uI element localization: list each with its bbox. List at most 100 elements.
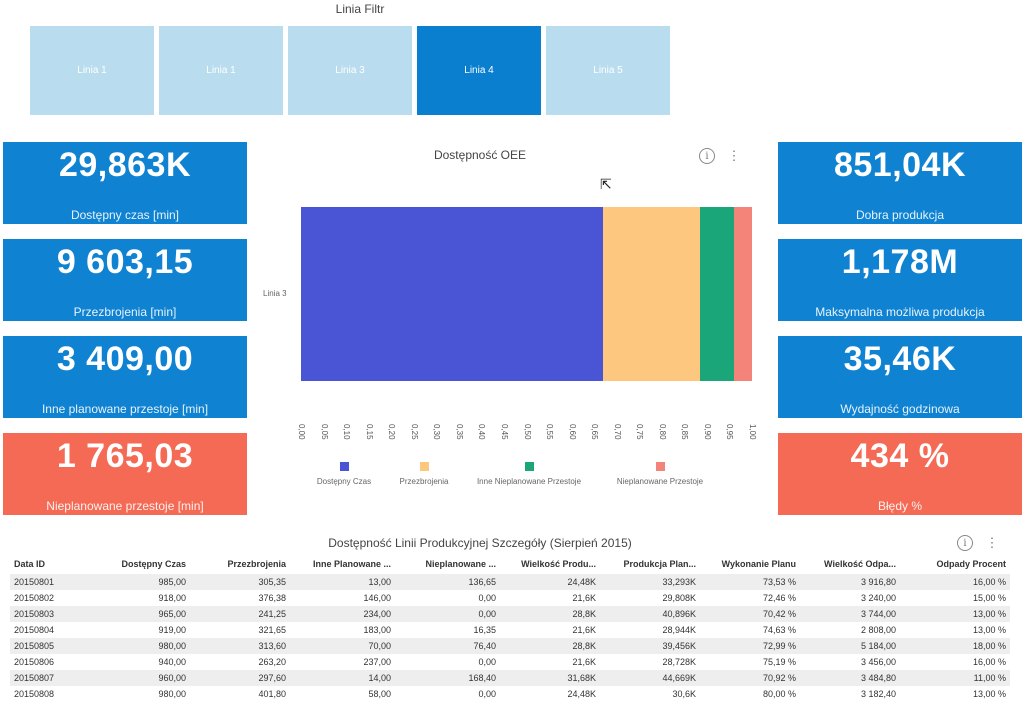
table-cell: 20150801 [14, 577, 55, 587]
legend-label: Przezbrojenia [399, 477, 449, 486]
kpi-card-inne-planowane[interactable]: 3 409,00 Inne planowane przestoje [min] [3, 336, 247, 418]
table-cell: 75,19 % [762, 657, 796, 667]
table-header-row: Data ID Dostępny Czas Przezbrojenia Inne Pl… [10, 554, 1010, 574]
x-tick-label: 0,80 [657, 424, 667, 440]
table-cell: 28,8K [572, 641, 596, 651]
chart-bar-segment[interactable] [603, 207, 701, 381]
filter-tile-linia-4[interactable]: Linia 4 [417, 26, 541, 115]
table-row[interactable]: 20150801 985,00 305,35 13,00 136,65 24,48K 33,… [10, 574, 1010, 590]
table-row[interactable]: 20150804 919,00 321,65 183,00 16,35 21,6K 28,9… [10, 622, 1010, 638]
table-cell: 11,00 % [973, 673, 1006, 683]
info-icon[interactable]: i [957, 535, 973, 551]
kpi-card-przezbrojenia[interactable]: 9 603,15 Przezbrojenia [min] [3, 239, 247, 321]
kpi-value: 434 % [850, 437, 950, 475]
filter-tile-label: Linia 1 [77, 65, 107, 76]
x-tick-label: 0,90 [702, 424, 712, 440]
filter-tile-linia-5[interactable]: Linia 5 [546, 26, 670, 115]
kpi-value: 29,863K [58, 146, 192, 184]
table-cell: 15,00 % [972, 593, 1006, 603]
table-row[interactable]: 20150805 980,00 313,60 70,00 76,40 28,8K 39,45… [10, 638, 1010, 654]
kpi-card-dostepny-czas[interactable]: 29,863K Dostępny czas [min] [3, 142, 247, 224]
filter-title: Linia Filtr [335, 2, 385, 16]
legend-item[interactable]: Inne Nieplanowane Przestoje [469, 462, 589, 486]
table-cell: 313,60 [258, 641, 286, 651]
table-cell: 980,00 [158, 641, 186, 651]
column-header[interactable]: Przezbrojenia [227, 559, 286, 569]
table-cell: 30,6K [672, 689, 696, 699]
chart-bar-segment[interactable] [301, 207, 604, 381]
table-cell: 3 484,80 [860, 673, 896, 683]
table-cell: 918,00 [158, 593, 186, 603]
kpi-card-nieplanowane[interactable]: 1 765,03 Nieplanowane przestoje [min] [3, 433, 247, 515]
legend-item[interactable]: Dostępny Czas [284, 462, 404, 486]
table-cell: 940,00 [158, 657, 186, 667]
column-header[interactable]: Wielkość Produ... [521, 559, 596, 569]
x-tick-label: 0,60 [567, 424, 577, 440]
table-cell: 29,808K [662, 593, 696, 603]
table-cell: 20150805 [14, 641, 55, 651]
table-cell: 20150803 [14, 609, 55, 619]
kpi-value: 1 765,03 [56, 437, 194, 475]
kpi-label: Dobra produkcja [855, 208, 945, 222]
table-body: 20150801 985,00 305,35 13,00 136,65 24,48K 33,… [10, 574, 1010, 702]
table-cell: 965,00 [158, 609, 186, 619]
kpi-card-wydajnosc[interactable]: 35,46K Wydajność godzinowa [778, 336, 1022, 418]
table-row[interactable]: 20150807 960,00 297,60 14,00 168,40 31,68K 44,… [10, 670, 1010, 686]
more-options-icon[interactable]: ⋮ [727, 148, 741, 163]
column-header[interactable]: Wykonanie Planu [721, 559, 796, 569]
table-cell: 70,00 [368, 641, 391, 651]
column-header[interactable]: Nieplanowane ... [425, 559, 496, 569]
chart-bar-segment[interactable] [734, 207, 752, 381]
kpi-card-bledy[interactable]: 434 % Błędy % [778, 433, 1022, 515]
info-icon[interactable]: i [699, 148, 715, 164]
legend-swatch [524, 462, 534, 471]
table-cell: 20150807 [14, 673, 55, 683]
table-title: Dostępność Linii Produkcyjnej Szczegóły … [328, 536, 632, 550]
column-header[interactable]: Wielkość Odpa... [824, 559, 896, 569]
table-cell: 146,00 [363, 593, 391, 603]
legend-item[interactable]: Nieplanowane Przestoje [600, 462, 720, 486]
table-cell: 31,68K [567, 673, 596, 683]
column-header[interactable]: Dostępny Czas [121, 559, 186, 569]
table-cell: 18,00 % [972, 641, 1006, 651]
table-row[interactable]: 20150806 940,00 263,20 237,00 0,00 21,6K 28,72… [10, 654, 1010, 670]
x-tick-label: 0,65 [590, 424, 600, 440]
table-row[interactable]: 20150802 918,00 376,38 146,00 0,00 21,6K 29,80… [10, 590, 1010, 606]
mouse-cursor-icon: ⇱ [600, 176, 612, 192]
details-table: Data ID Dostępny Czas Przezbrojenia Inne Pl… [10, 554, 1010, 702]
column-header[interactable]: Data ID [14, 559, 46, 569]
x-tick-label: 0,00 [297, 424, 306, 440]
table-cell: 28,8K [572, 609, 596, 619]
x-tick-label: 0,15 [364, 424, 374, 440]
table-cell: 76,40 [473, 641, 496, 651]
table-cell: 0,00 [478, 609, 496, 619]
chart-title: Dostępność OEE [433, 148, 527, 162]
column-header[interactable]: Inne Planowane ... [312, 559, 391, 569]
table-cell: 24,48K [567, 577, 596, 587]
column-header[interactable]: Produkcja Plan... [623, 559, 696, 569]
legend-item[interactable]: Przezbrojenia [364, 462, 484, 486]
x-tick-label: 0,50 [522, 424, 532, 440]
kpi-card-maksymalna-produkcja[interactable]: 1,178M Maksymalna możliwa produkcja [778, 239, 1022, 321]
table-cell: 20150804 [14, 625, 55, 635]
chart-bar-segment[interactable] [700, 207, 735, 381]
table-row[interactable]: 20150803 965,00 241,25 234,00 0,00 28,8K 40,89… [10, 606, 1010, 622]
table-cell: 241,25 [258, 609, 286, 619]
table-cell: 20150808 [14, 689, 55, 699]
filter-tile-linia-1[interactable]: Linia 1 [30, 26, 154, 115]
kpi-value: 9 603,15 [56, 243, 194, 281]
kpi-card-dobra-produkcja[interactable]: 851,04K Dobra produkcja [778, 142, 1022, 224]
filter-tile-label: Linia 3 [335, 65, 365, 76]
table-cell: 21,6K [572, 657, 596, 667]
more-options-icon[interactable]: ⋮ [985, 535, 999, 550]
table-row[interactable]: 20150808 980,00 401,80 58,00 0,00 24,48K 30,6K… [10, 686, 1010, 702]
filter-tile-linia-2[interactable]: Linia 1 [159, 26, 283, 115]
table-cell: 70,92 % [762, 673, 796, 683]
table-cell: 28,728K [662, 657, 696, 667]
filter-tile-linia-3[interactable]: Linia 3 [288, 26, 412, 115]
table-cell: 58,00 [368, 689, 391, 699]
kpi-label: Dostępny czas [min] [70, 208, 180, 222]
x-tick-label: 0,55 [545, 424, 555, 440]
column-header[interactable]: Odpady Procent [936, 559, 1006, 569]
